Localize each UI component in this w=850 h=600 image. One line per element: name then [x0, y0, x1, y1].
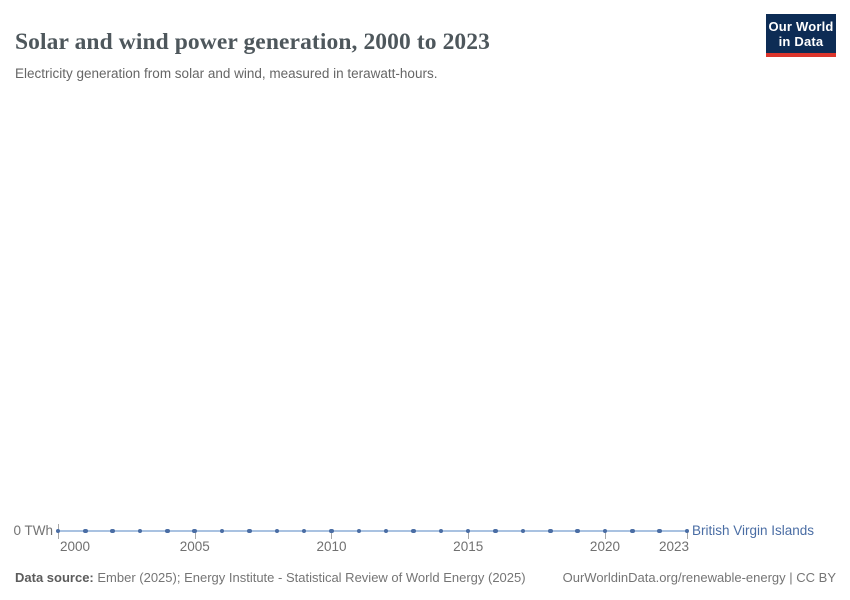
- data-point: [110, 528, 115, 534]
- data-point: [274, 528, 280, 534]
- data-source-text: Ember (2025); Energy Institute - Statist…: [93, 570, 526, 585]
- series-line: [58, 530, 687, 532]
- x-axis-tick-label: 2015: [453, 539, 484, 554]
- data-point: [219, 528, 225, 534]
- data-point: [383, 528, 389, 534]
- x-axis-tick-label: 2020: [589, 539, 620, 554]
- x-axis-tick-label: 2005: [179, 539, 210, 554]
- owid-logo[interactable]: Our World in Data: [766, 14, 836, 57]
- data-point: [165, 528, 170, 534]
- y-axis-zero-label: 0 TWh: [13, 523, 53, 538]
- series-label-british-virgin-islands[interactable]: British Virgin Islands: [692, 523, 815, 538]
- data-point: [356, 528, 362, 534]
- x-axis-tick-label: 2010: [316, 539, 347, 554]
- data-point: [192, 528, 197, 534]
- data-point: [329, 528, 334, 534]
- data-point: [411, 528, 416, 534]
- data-point: [465, 528, 471, 534]
- owid-logo-text-line2: in Data: [778, 34, 824, 49]
- x-axis-tick: [194, 532, 196, 539]
- x-axis-tick: [468, 532, 470, 539]
- x-axis-tick: [687, 532, 688, 539]
- data-point: [657, 528, 662, 534]
- data-point: [630, 528, 635, 534]
- data-source-note: Data source: Ember (2025); Energy Instit…: [15, 569, 526, 586]
- data-point: [575, 528, 580, 534]
- data-point: [83, 528, 88, 534]
- chart-title: Solar and wind power generation, 2000 to…: [15, 28, 490, 55]
- data-point: [520, 528, 526, 534]
- data-point: [602, 528, 608, 534]
- data-point: [55, 528, 61, 534]
- x-axis-tick: [604, 532, 606, 539]
- data-source-label: Data source:: [15, 570, 94, 585]
- data-point: [438, 528, 444, 534]
- data-point: [548, 528, 553, 534]
- data-point: [301, 528, 307, 534]
- origin-url-license[interactable]: OurWorldinData.org/renewable-energy | CC…: [562, 570, 836, 585]
- chart-subtitle: Electricity generation from solar and wi…: [15, 65, 438, 81]
- data-point: [684, 528, 690, 534]
- data-point: [493, 528, 498, 534]
- x-axis-tick: [331, 532, 333, 539]
- owid-logo-text-line1: Our World: [768, 19, 834, 34]
- data-point: [137, 528, 143, 534]
- x-axis-tick-label: 2000: [60, 539, 91, 554]
- data-point: [247, 528, 252, 534]
- x-axis-tick-label: 2023: [658, 539, 689, 554]
- chart-footer: Data source: Ember (2025); Energy Instit…: [15, 569, 836, 586]
